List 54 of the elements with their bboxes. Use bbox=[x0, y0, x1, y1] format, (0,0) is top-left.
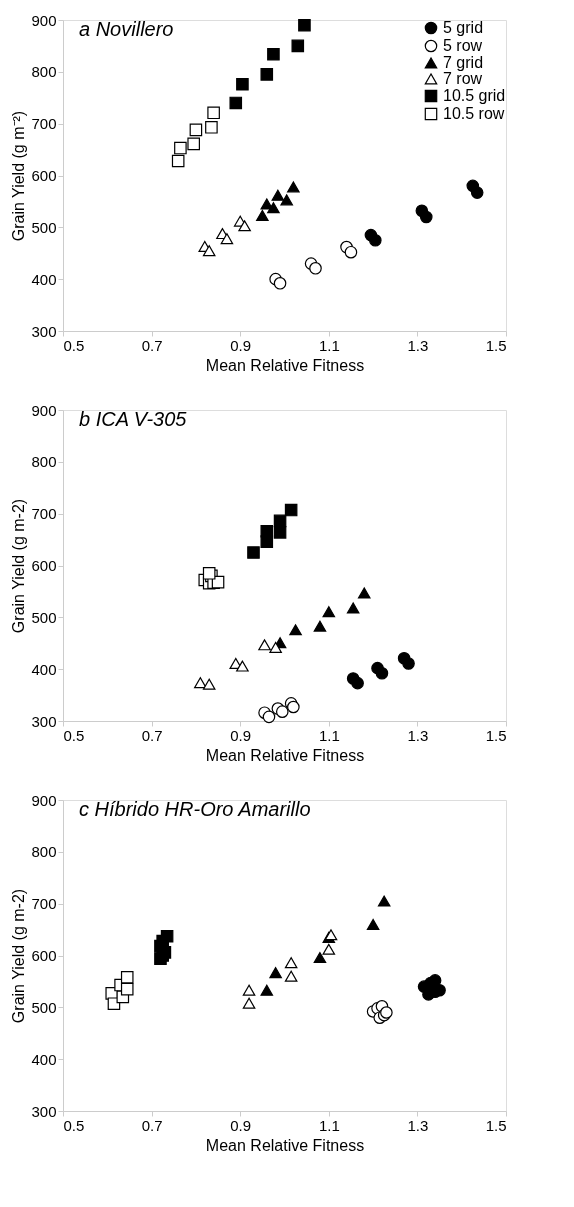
y-tick-label: 900 bbox=[31, 791, 57, 809]
y-tick-label: 600 bbox=[31, 167, 57, 184]
x-tick-label: 0.7 bbox=[141, 336, 163, 354]
y-tick-label: 400 bbox=[31, 1050, 57, 1068]
x-axis-title: Mean Relative Fitness bbox=[205, 746, 365, 764]
x-tick-label: 0.5 bbox=[63, 1116, 85, 1134]
x-tick-label: 0.7 bbox=[141, 726, 163, 744]
y-axis-title: Grain Yield (g m-2) bbox=[10, 498, 28, 634]
y-tick-label: 400 bbox=[31, 270, 57, 288]
x-tick-label: 1.1 bbox=[318, 336, 340, 354]
x-tick-label: 0.5 bbox=[63, 336, 85, 354]
x-tick-label: 0.9 bbox=[230, 726, 252, 744]
y-tick-label: 500 bbox=[31, 998, 57, 1016]
legend-label: 7 grid bbox=[443, 54, 484, 71]
y-tick-label: 300 bbox=[31, 322, 57, 340]
y-tick-label: 900 bbox=[31, 401, 57, 419]
x-tick-label: 1.3 bbox=[407, 726, 429, 744]
y-tick-label: 900 bbox=[31, 11, 57, 29]
y-tick-label: 800 bbox=[31, 453, 57, 471]
y-tick-label: 500 bbox=[31, 608, 57, 626]
y-tick-label: 500 bbox=[31, 218, 57, 236]
x-axis-title: Mean Relative Fitness bbox=[205, 1136, 365, 1154]
x-tick-label: 1.3 bbox=[407, 1116, 429, 1134]
x-tick-label: 0.5 bbox=[63, 726, 85, 744]
y-tick-label: 300 bbox=[31, 1102, 57, 1120]
x-tick-label: 1.3 bbox=[407, 336, 429, 354]
y-tick-label: 800 bbox=[31, 843, 57, 861]
legend-label: 5 grid bbox=[443, 19, 484, 36]
chart-title: b ICA V-305 bbox=[79, 408, 188, 430]
y-axis-title: Grain Yield (g m⁻²) bbox=[10, 110, 28, 242]
y-tick-label: 700 bbox=[31, 115, 57, 133]
y-tick-label: 700 bbox=[31, 895, 57, 913]
x-tick-label: 0.7 bbox=[141, 1116, 163, 1134]
y-tick-label: 600 bbox=[31, 947, 57, 964]
legend-label: 7 row bbox=[443, 70, 483, 87]
y-tick-label: 300 bbox=[31, 712, 57, 730]
x-tick-label: 0.9 bbox=[230, 1116, 252, 1134]
x-axis-title: Mean Relative Fitness bbox=[205, 356, 365, 374]
x-tick-label: 1.5 bbox=[485, 336, 507, 354]
legend-label: 10.5 row bbox=[443, 105, 505, 122]
x-tick-label: 0.9 bbox=[230, 336, 252, 354]
x-tick-label: 1.1 bbox=[318, 726, 340, 744]
chart-title: c Híbrido HR-Oro Amarillo bbox=[79, 798, 311, 820]
chart-title: a Novillero bbox=[79, 18, 174, 40]
x-tick-label: 1.1 bbox=[318, 1116, 340, 1134]
y-axis-title: Grain Yield (g m-2) bbox=[10, 888, 28, 1024]
y-tick-label: 800 bbox=[31, 63, 57, 81]
x-tick-label: 1.5 bbox=[485, 726, 507, 744]
y-tick-label: 400 bbox=[31, 660, 57, 678]
y-tick-label: 600 bbox=[31, 557, 57, 574]
x-tick-label: 1.5 bbox=[485, 1116, 507, 1134]
y-tick-label: 700 bbox=[31, 505, 57, 523]
legend-label: 10.5 grid bbox=[443, 87, 506, 104]
legend-label: 5 row bbox=[443, 37, 483, 54]
